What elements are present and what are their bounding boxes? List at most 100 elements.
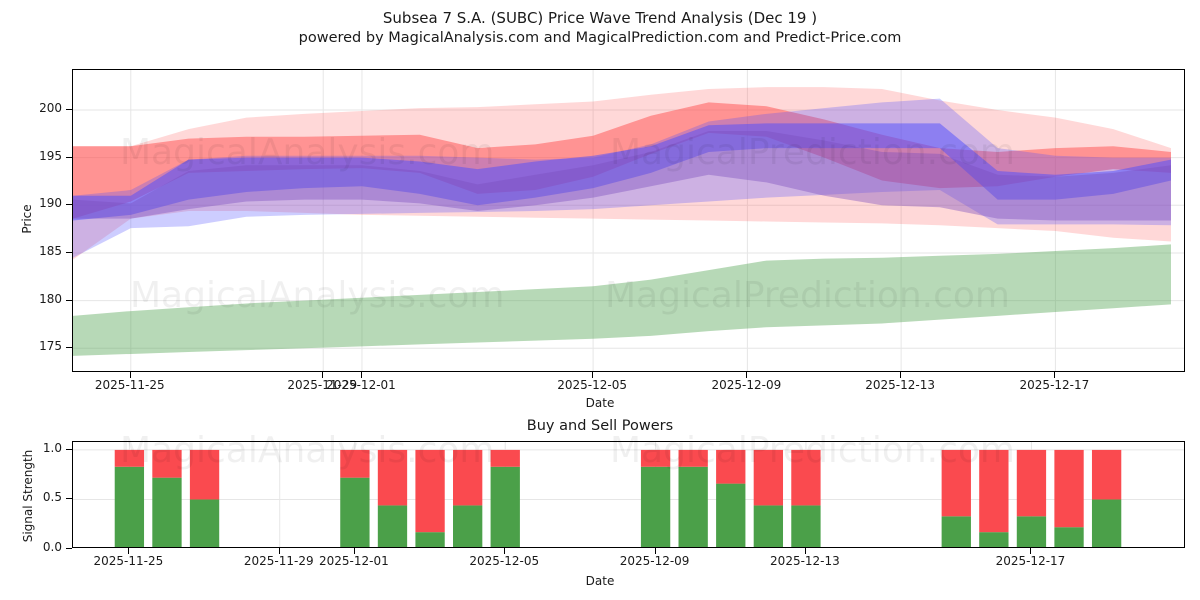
buy-power-segment[interactable]: [453, 505, 483, 548]
power-bar-stack[interactable]: [941, 449, 971, 548]
power-bar-stack[interactable]: [753, 449, 784, 548]
price-y-tick-mark: [66, 299, 72, 301]
sell-power-segment[interactable]: [377, 449, 408, 506]
buy-power-segment[interactable]: [114, 466, 145, 548]
price-y-tick-label: 180: [39, 291, 62, 306]
price-x-tick-mark: [1054, 372, 1056, 378]
buy-power-segment[interactable]: [152, 477, 182, 548]
sell-power-segment[interactable]: [941, 449, 971, 517]
power-bar-stack[interactable]: [453, 449, 483, 548]
sell-power-segment[interactable]: [340, 449, 370, 478]
buy-power-segment[interactable]: [979, 532, 1009, 548]
page-subtitle: powered by MagicalAnalysis.com and Magic…: [298, 30, 902, 46]
price-x-tick-label: 2025-12-09: [711, 378, 782, 392]
buy-power-segment[interactable]: [1091, 499, 1122, 548]
price-y-tick-mark: [66, 156, 72, 158]
power-y-tick-mark: [66, 548, 72, 549]
buy-power-segment[interactable]: [340, 477, 370, 548]
sell-power-segment[interactable]: [1016, 449, 1047, 517]
power-bar-stack[interactable]: [152, 449, 182, 548]
power-x-tick-label: 2025-12-01: [319, 554, 389, 568]
power-x-tick-mark: [128, 548, 130, 554]
buy-power-segment[interactable]: [753, 505, 784, 548]
power-x-tick-mark: [504, 548, 506, 554]
buy-sell-panel: Buy and Sell Powers MagicalAnalysis.com …: [0, 412, 1200, 600]
buy-power-segment[interactable]: [716, 483, 746, 548]
buy-power-segment[interactable]: [1016, 516, 1047, 548]
power-y-tick-label: 1.0: [42, 440, 62, 455]
price-y-tick-label: 190: [39, 196, 62, 211]
power-bar-stack[interactable]: [415, 449, 445, 548]
sell-power-segment[interactable]: [152, 449, 182, 478]
price-y-tick-label: 195: [39, 148, 62, 163]
sell-power-segment[interactable]: [189, 449, 220, 500]
power-bar-stack[interactable]: [1016, 449, 1047, 548]
buy-power-segment[interactable]: [640, 466, 671, 548]
power-x-tick-mark: [353, 548, 355, 554]
price-wave-svg: [73, 70, 1184, 371]
sell-power-segment[interactable]: [114, 449, 145, 467]
sell-power-segment[interactable]: [979, 449, 1009, 533]
power-x-tick-label: 2025-11-25: [93, 554, 164, 568]
buy-sell-plot-area: [72, 441, 1185, 548]
power-x-tick-mark: [278, 548, 280, 554]
price-x-tick-mark: [360, 372, 362, 378]
power-x-tick-label: 2025-11-29: [243, 554, 314, 568]
power-bar-stack[interactable]: [490, 449, 520, 548]
power-bar-stack[interactable]: [377, 449, 408, 548]
buy-sell-panel-title: Buy and Sell Powers: [526, 418, 674, 434]
power-bar-stack[interactable]: [640, 449, 671, 548]
buy-power-segment[interactable]: [189, 499, 220, 548]
sell-power-segment[interactable]: [753, 449, 784, 506]
sell-power-segment[interactable]: [1054, 449, 1084, 528]
price-y-tick-label: 175: [39, 339, 62, 354]
price-band-5: [73, 244, 1171, 356]
price-x-tick-mark: [322, 372, 324, 378]
price-x-tick-label: 2025-12-01: [326, 378, 396, 392]
chart-title-block: Subsea 7 S.A. (SUBC) Price Wave Trend An…: [0, 8, 1200, 48]
price-x-tick-label: 2025-12-17: [1019, 378, 1090, 392]
power-x-tick-label: 2025-12-09: [619, 554, 690, 568]
buy-power-segment[interactable]: [490, 466, 520, 548]
power-y-axis-label: Signal Strength: [21, 449, 35, 543]
power-bar-stack[interactable]: [791, 449, 821, 548]
price-band-4: [73, 130, 1171, 221]
power-bar-stack[interactable]: [1091, 449, 1122, 548]
buy-power-segment[interactable]: [415, 532, 445, 548]
power-x-tick-label: 2025-12-05: [469, 554, 540, 568]
power-y-tick-label: 0.5: [42, 490, 62, 505]
price-x-tick-mark: [900, 372, 902, 378]
price-x-tick-label: 2025-11-25: [94, 378, 165, 392]
power-x-tick-mark: [804, 548, 806, 554]
sell-power-segment[interactable]: [716, 449, 746, 484]
price-x-tick-label: 2025-12-05: [557, 378, 627, 392]
sell-power-segment[interactable]: [791, 449, 821, 506]
sell-power-segment[interactable]: [415, 449, 445, 533]
sell-power-segment[interactable]: [678, 449, 708, 467]
sell-power-segment[interactable]: [1091, 449, 1122, 500]
power-bar-stack[interactable]: [716, 449, 746, 548]
buy-power-segment[interactable]: [1054, 527, 1084, 548]
power-y-tick-mark: [66, 498, 72, 500]
sell-power-segment[interactable]: [453, 449, 483, 506]
buy-power-segment[interactable]: [941, 516, 971, 548]
price-y-tick-mark: [66, 251, 72, 253]
power-bar-stack[interactable]: [340, 449, 370, 548]
power-x-tick-label: 2025-12-17: [995, 554, 1066, 568]
power-bar-stack[interactable]: [1054, 449, 1084, 548]
buy-power-segment[interactable]: [377, 505, 408, 548]
power-bar-stack[interactable]: [189, 449, 220, 548]
power-bar-stack[interactable]: [114, 449, 145, 548]
sell-power-segment[interactable]: [490, 449, 520, 467]
price-x-tick-mark: [129, 372, 131, 378]
power-bar-stack[interactable]: [979, 449, 1009, 548]
price-panel: MagicalAnalysis.com MagicalPrediction.co…: [0, 60, 1200, 410]
power-x-tick-mark: [1030, 548, 1032, 554]
power-x-tick-label: 2025-12-13: [770, 554, 840, 568]
page-title: Subsea 7 S.A. (SUBC) Price Wave Trend An…: [382, 9, 818, 27]
sell-power-segment[interactable]: [640, 449, 671, 467]
price-x-axis-label: Date: [585, 396, 615, 410]
power-bar-stack[interactable]: [678, 449, 708, 548]
buy-power-segment[interactable]: [678, 466, 708, 548]
buy-power-segment[interactable]: [791, 505, 821, 548]
